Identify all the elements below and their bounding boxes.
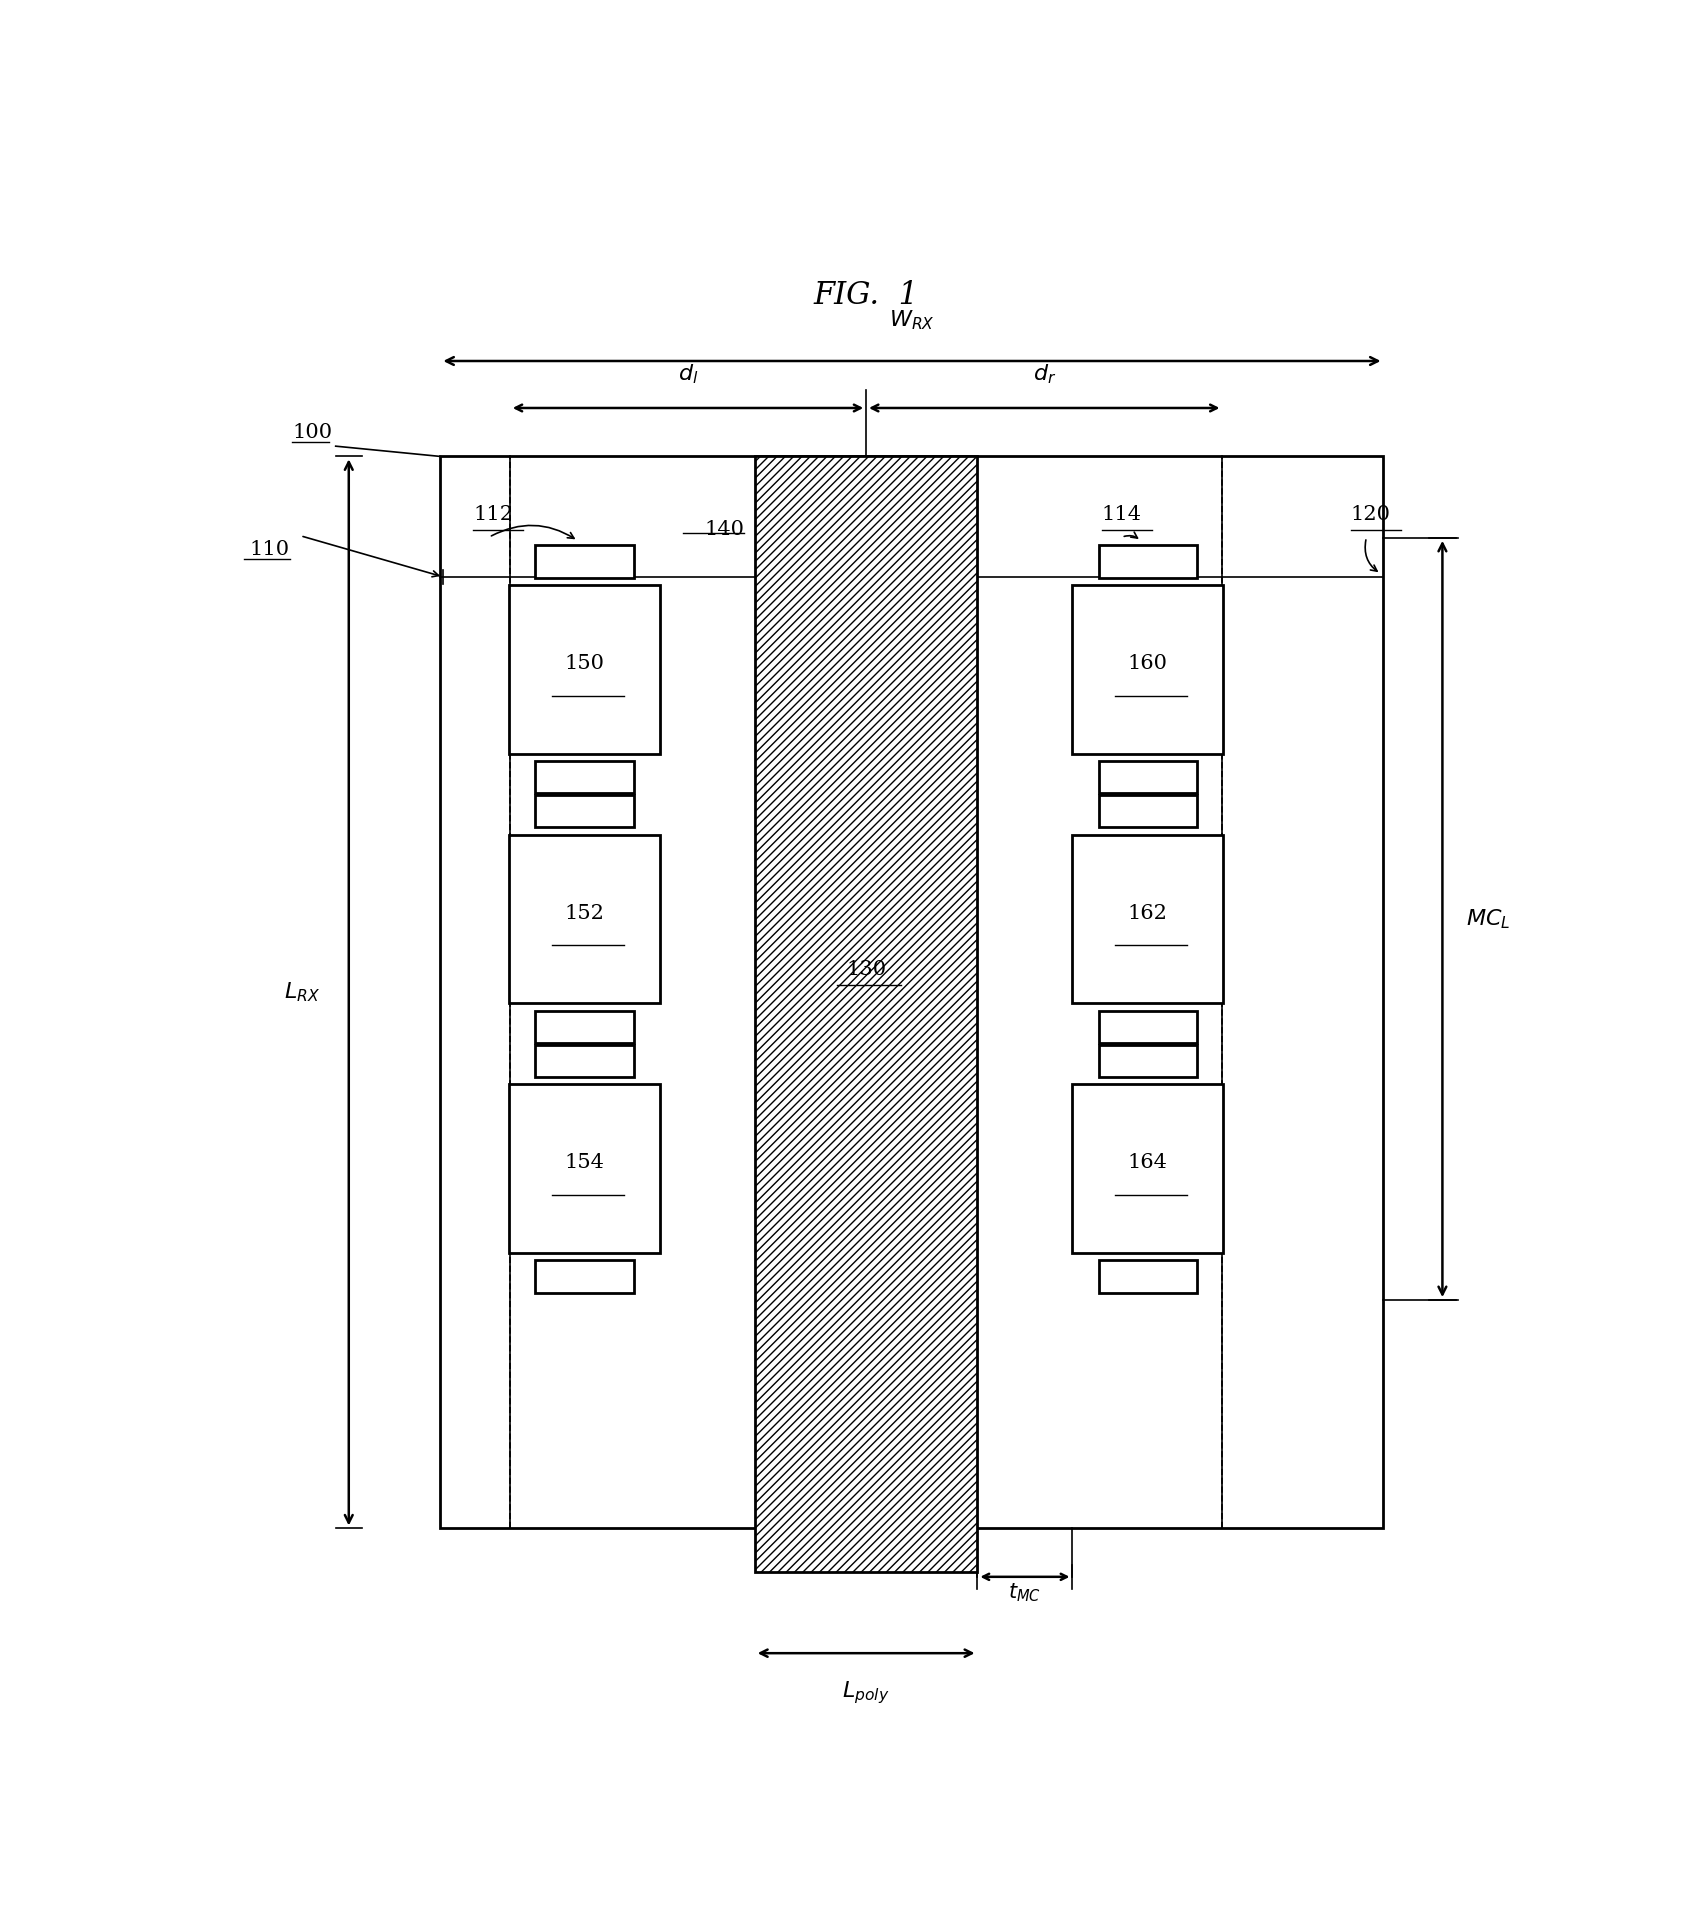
Text: 152: 152 — [564, 904, 605, 923]
Bar — [1098, 1045, 1196, 1077]
Bar — [535, 1011, 633, 1043]
Text: 164: 164 — [1127, 1154, 1167, 1173]
Text: 130: 130 — [846, 961, 885, 978]
Text: 150: 150 — [564, 654, 605, 673]
Text: $d_l$: $d_l$ — [677, 362, 698, 385]
Text: 100: 100 — [292, 423, 333, 442]
Bar — [1098, 1011, 1196, 1043]
Text: 112: 112 — [473, 505, 513, 524]
Text: $L_{RX}$: $L_{RX}$ — [284, 980, 319, 1005]
Bar — [508, 585, 659, 753]
Text: $d_r$: $d_r$ — [1032, 362, 1056, 385]
Text: FIG.  1: FIG. 1 — [812, 280, 919, 311]
Bar — [1073, 1085, 1223, 1253]
Bar — [1098, 545, 1196, 578]
Text: 160: 160 — [1127, 654, 1167, 673]
Bar — [535, 761, 633, 793]
Bar — [535, 795, 633, 828]
Text: $t_{MC}$: $t_{MC}$ — [1008, 1581, 1040, 1604]
Text: 114: 114 — [1101, 505, 1142, 524]
Bar — [535, 1261, 633, 1293]
Text: 110: 110 — [250, 540, 291, 559]
Bar — [535, 545, 633, 578]
Text: $MC_L$: $MC_L$ — [1464, 908, 1510, 931]
Bar — [535, 1045, 633, 1077]
Bar — [755, 456, 976, 1573]
Text: 154: 154 — [564, 1154, 605, 1173]
Bar — [1073, 585, 1223, 753]
Bar — [508, 835, 659, 1003]
Text: $L_{poly}$: $L_{poly}$ — [841, 1680, 890, 1707]
Bar — [441, 456, 1383, 1528]
Text: 140: 140 — [704, 521, 743, 540]
Text: $W_{RX}$: $W_{RX}$ — [888, 309, 934, 332]
Bar — [508, 1085, 659, 1253]
Bar — [1073, 835, 1223, 1003]
Bar — [1098, 761, 1196, 793]
Text: 120: 120 — [1350, 505, 1390, 524]
Bar — [1098, 795, 1196, 828]
Text: 162: 162 — [1127, 904, 1167, 923]
Bar — [1098, 1261, 1196, 1293]
